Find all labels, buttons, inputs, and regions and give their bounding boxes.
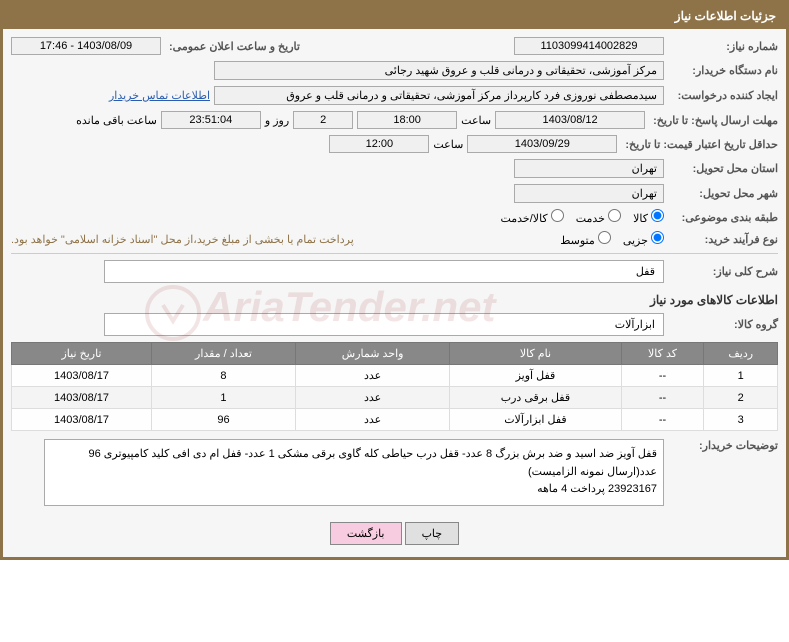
group-field: ابزارآلات xyxy=(104,313,664,336)
table-header-cell: نام کالا xyxy=(450,343,621,365)
announce-date-field: 1403/08/09 - 17:46 xyxy=(11,37,161,55)
back-button[interactable]: بازگشت xyxy=(330,522,402,545)
table-cell: -- xyxy=(621,365,704,387)
days-and-label: روز و xyxy=(265,114,289,127)
cat-both-option[interactable]: کالا/خدمت xyxy=(500,209,563,225)
explain-label: توضیحات خریدار: xyxy=(668,439,778,452)
countdown: 23:51:04 xyxy=(161,111,261,129)
buyer-device-label: نام دستگاه خریدار: xyxy=(668,64,778,77)
province-field: تهران xyxy=(514,159,664,178)
table-header-cell: کد کالا xyxy=(621,343,704,365)
table-cell: 1403/08/17 xyxy=(12,365,152,387)
days-count: 2 xyxy=(293,111,353,129)
process-label: نوع فرآیند خرید: xyxy=(668,233,778,246)
deadline-send-label: مهلت ارسال پاسخ: تا تاریخ: xyxy=(649,114,778,127)
buyer-device-field: مرکز آموزشی، تحقیقاتی و درمانی قلب و عرو… xyxy=(214,61,664,80)
table-cell: قفل ابزارآلات xyxy=(450,409,621,431)
table-header-cell: تعداد / مقدار xyxy=(152,343,296,365)
proc-partial-option[interactable]: جزیی xyxy=(623,231,664,247)
validity-label: حداقل تاریخ اعتبار قیمت: تا تاریخ: xyxy=(621,138,778,151)
table-header-row: ردیفکد کالانام کالاواحد شمارشتعداد / مقد… xyxy=(12,343,778,365)
payment-note: پرداخت تمام یا بخشی از مبلغ خرید،از محل … xyxy=(11,233,354,246)
table-row: 1--قفل آویزعدد81403/08/17 xyxy=(12,365,778,387)
time-label-1: ساعت xyxy=(461,114,491,127)
table-cell: 96 xyxy=(152,409,296,431)
announce-date-label: تاریخ و ساعت اعلان عمومی: xyxy=(165,40,300,53)
summary-field: قفل xyxy=(104,260,664,283)
table-cell: عدد xyxy=(295,365,449,387)
table-cell: قفل برقی درب xyxy=(450,387,621,409)
table-cell: عدد xyxy=(295,387,449,409)
table-header-cell: واحد شمارش xyxy=(295,343,449,365)
requester-label: ایجاد کننده درخواست: xyxy=(668,89,778,102)
cat-service-option[interactable]: خدمت xyxy=(576,209,621,225)
remaining-label: ساعت باقی مانده xyxy=(76,114,157,127)
table-body: 1--قفل آویزعدد81403/08/172--قفل برقی درب… xyxy=(12,365,778,431)
group-label: گروه کالا: xyxy=(668,318,778,331)
proc-partial-radio[interactable] xyxy=(651,231,664,244)
table-cell: 8 xyxy=(152,365,296,387)
proc-medium-radio[interactable] xyxy=(598,231,611,244)
table-header-cell: ردیف xyxy=(704,343,778,365)
cat-both-radio[interactable] xyxy=(551,209,564,222)
explain-field: قفل آویز ضد اسید و ضد برش بزرگ 8 عدد- قف… xyxy=(44,439,664,506)
form-content: AriaTender.net شماره نیاز: 1103099414002… xyxy=(3,29,786,557)
contact-link[interactable]: اطلاعات تماس خریدار xyxy=(109,89,210,102)
summary-label: شرح کلی نیاز: xyxy=(668,265,778,278)
divider-1 xyxy=(11,253,778,254)
category-label: طبقه بندی موضوعی: xyxy=(668,211,778,224)
validity-date: 1403/09/29 xyxy=(467,135,617,153)
validity-time: 12:00 xyxy=(329,135,429,153)
process-radio-group: جزیی متوسط xyxy=(560,231,664,247)
city-label: شهر محل تحویل: xyxy=(668,187,778,200)
goods-section-title: اطلاعات کالاهای مورد نیاز xyxy=(11,293,778,307)
need-number-field: 1103099414002829 xyxy=(514,37,664,55)
table-cell: عدد xyxy=(295,409,449,431)
table-cell: 1403/08/17 xyxy=(12,387,152,409)
proc-medium-option[interactable]: متوسط xyxy=(560,231,611,247)
cat-goods-option[interactable]: کالا xyxy=(633,209,664,225)
requester-field: سیدمصطفی نوروزی فرد کارپرداز مرکز آموزشی… xyxy=(214,86,664,105)
table-cell: 1 xyxy=(704,365,778,387)
deadline-send-date: 1403/08/12 xyxy=(495,111,645,129)
province-label: استان محل تحویل: xyxy=(668,162,778,175)
cat-goods-radio[interactable] xyxy=(651,209,664,222)
table-cell: 3 xyxy=(704,409,778,431)
header-title: جزئیات اطلاعات نیاز xyxy=(3,3,786,29)
need-number-label: شماره نیاز: xyxy=(668,40,778,53)
city-field: تهران xyxy=(514,184,664,203)
table-cell: قفل آویز xyxy=(450,365,621,387)
cat-service-radio[interactable] xyxy=(608,209,621,222)
table-cell: 2 xyxy=(704,387,778,409)
deadline-send-time: 18:00 xyxy=(357,111,457,129)
print-button[interactable]: چاپ xyxy=(405,522,460,545)
table-cell: -- xyxy=(621,409,704,431)
table-header-cell: تاریخ نیاز xyxy=(12,343,152,365)
table-cell: 1 xyxy=(152,387,296,409)
table-row: 3--قفل ابزارآلاتعدد961403/08/17 xyxy=(12,409,778,431)
time-label-2: ساعت xyxy=(433,138,463,151)
action-bar: چاپ بازگشت xyxy=(11,512,778,549)
goods-table: ردیفکد کالانام کالاواحد شمارشتعداد / مقد… xyxy=(11,342,778,431)
category-radio-group: کالا خدمت کالا/خدمت xyxy=(500,209,664,225)
main-container: جزئیات اطلاعات نیاز AriaTender.net شماره… xyxy=(0,0,789,560)
table-row: 2--قفل برقی دربعدد11403/08/17 xyxy=(12,387,778,409)
table-cell: -- xyxy=(621,387,704,409)
table-cell: 1403/08/17 xyxy=(12,409,152,431)
